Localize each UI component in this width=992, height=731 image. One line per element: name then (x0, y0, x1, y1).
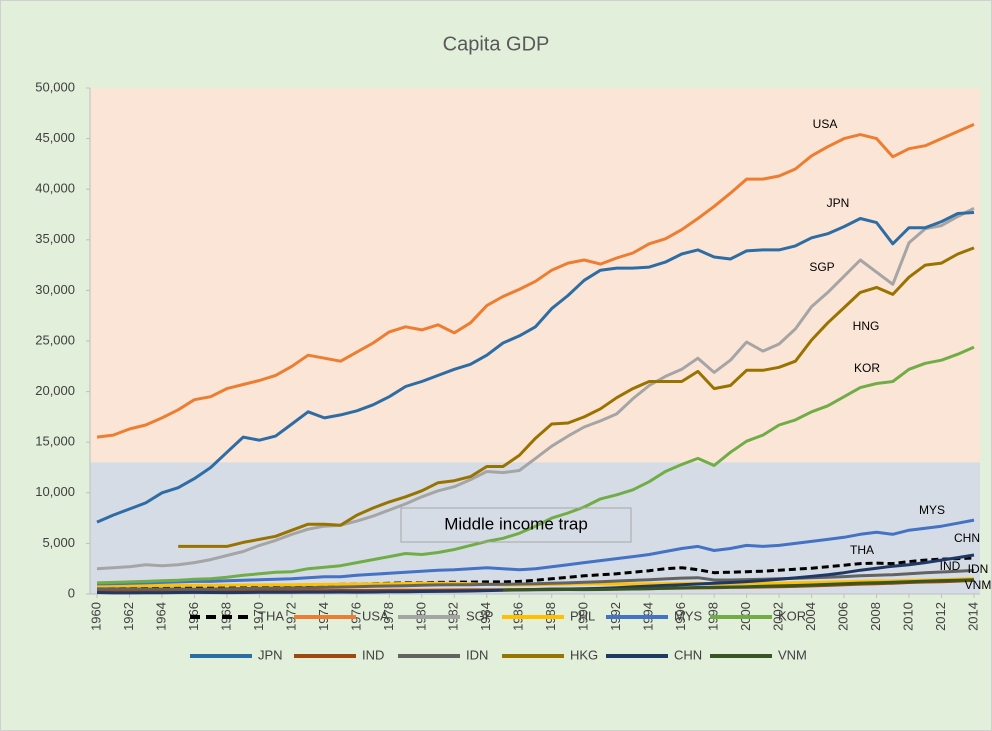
legend-label: HKG (570, 647, 598, 662)
series-line (96, 518, 975, 586)
x-tick-label: 2012 (933, 602, 948, 631)
series-annotation: JPN (827, 196, 850, 210)
x-tick-label: 1964 (153, 602, 168, 631)
chart-title: Capita GDP (443, 33, 550, 55)
y-tick-label: 40,000 (35, 181, 75, 196)
legend-label: IND (362, 647, 384, 662)
y-tick-label: 10,000 (35, 484, 75, 499)
legend-label: IDN (466, 647, 488, 662)
series-line (502, 578, 975, 592)
series-line (97, 568, 975, 591)
legend-label: JPN (258, 647, 283, 662)
y-tick-label: 0 (68, 585, 75, 600)
series-annotation: KOR (854, 361, 880, 375)
legend-label: VNM (778, 647, 807, 662)
x-tick-label: 1970 (251, 602, 266, 631)
legend-label: PHL (570, 608, 595, 623)
series-annotation: HNG (853, 319, 880, 333)
legend-label: MYS (674, 608, 703, 623)
x-tick-label: 1962 (121, 602, 136, 631)
legend-label: USA (362, 608, 389, 623)
series-annotation: CHN (954, 531, 980, 545)
y-tick-label: 15,000 (35, 434, 75, 449)
series-annotation: USA (813, 117, 838, 131)
x-tick-label: 2008 (868, 602, 883, 631)
series-annotation: VNM (965, 578, 992, 592)
x-tick-label: 2014 (965, 602, 980, 631)
y-tick-label: 35,000 (35, 231, 75, 246)
x-tick-label: 2010 (900, 602, 915, 631)
legend-label: KOR (778, 608, 806, 623)
y-tick-label: 25,000 (35, 332, 75, 347)
x-tick-label: 2006 (836, 602, 851, 631)
y-tick-label: 50,000 (35, 79, 75, 94)
annotations: USA JPN SGP HNG KOR MYS CHN THA IND IDN VNM Middle … (400, 117, 992, 592)
series-line (96, 211, 975, 524)
lines (96, 123, 975, 595)
legend: THA USA SGP PHL MYS KOR JPN IND IDN HKG CHN VNM (190, 608, 807, 662)
legend-label: CHN (674, 647, 702, 662)
y-tick-label: 20,000 (35, 383, 75, 398)
series-line (96, 123, 975, 439)
x-tick-label: 2004 (803, 602, 818, 631)
series-line (96, 345, 975, 585)
bands (90, 88, 980, 594)
annotation: Middle income trap (444, 514, 588, 533)
band (90, 88, 980, 463)
y-tick-label: 30,000 (35, 282, 75, 297)
y-tick-label: 45,000 (35, 130, 75, 145)
x-tick-label: 1984 (478, 602, 493, 631)
series-annotation: MYS (919, 503, 945, 517)
x-tick-label: 2002 (771, 602, 786, 631)
series-line (178, 246, 975, 548)
series-annotation: THA (850, 543, 874, 557)
series-annotation: SGP (809, 260, 834, 274)
x-tick-label: 1960 (88, 602, 103, 631)
x-tick-label: 1978 (381, 602, 396, 631)
x-tick-label: 1990 (576, 602, 591, 631)
legend-label: SGP (466, 608, 493, 623)
legend-label: THA (258, 608, 284, 623)
series-annotation: IDN (968, 562, 989, 576)
series-annotation: IND (940, 559, 961, 573)
series-line (96, 207, 975, 571)
x-tick-label: 1972 (283, 602, 298, 631)
y-tick-label: 5,000 (42, 535, 75, 550)
annotation-box (400, 507, 632, 543)
x-tick-label: 1996 (673, 602, 688, 631)
band (90, 462, 980, 594)
